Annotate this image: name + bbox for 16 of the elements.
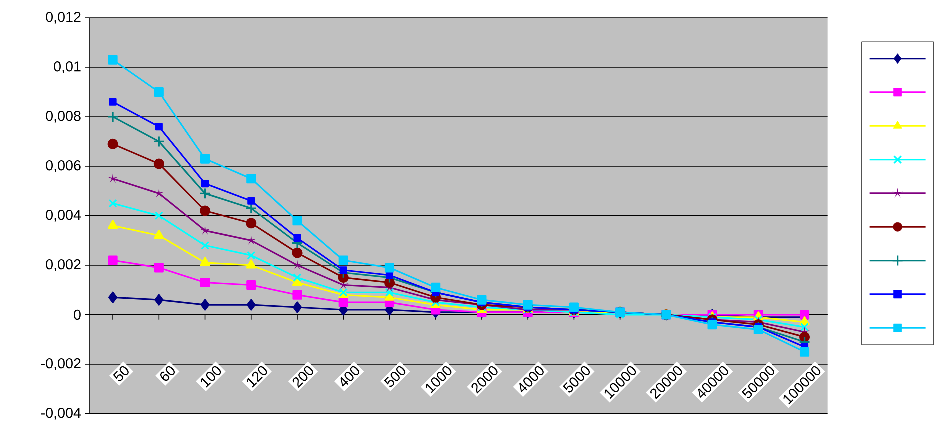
x-tick-label: 200: [292, 366, 314, 388]
x-tick-label: 500: [384, 366, 406, 388]
y-tick-label: 0,004: [46, 210, 82, 222]
x-tick-label: 60: [160, 366, 176, 382]
x-tick-label: 400: [340, 366, 360, 387]
y-tick-label: -0,004: [41, 408, 82, 420]
x-tick-label: 100: [201, 366, 222, 388]
x-tick-label: 50: [113, 366, 129, 382]
y-tick-label: 0,012: [46, 12, 81, 24]
y-tick-label: -0,002: [41, 358, 81, 370]
y-tick-label: 0,01: [54, 62, 81, 74]
y-tick-label: 0: [74, 310, 81, 320]
y-tick-label: 0,008: [46, 111, 81, 123]
y-tick-label: 0,002: [46, 260, 81, 272]
y-tick-label: 0,006: [46, 160, 81, 172]
x-tick-label: 120: [247, 366, 268, 388]
